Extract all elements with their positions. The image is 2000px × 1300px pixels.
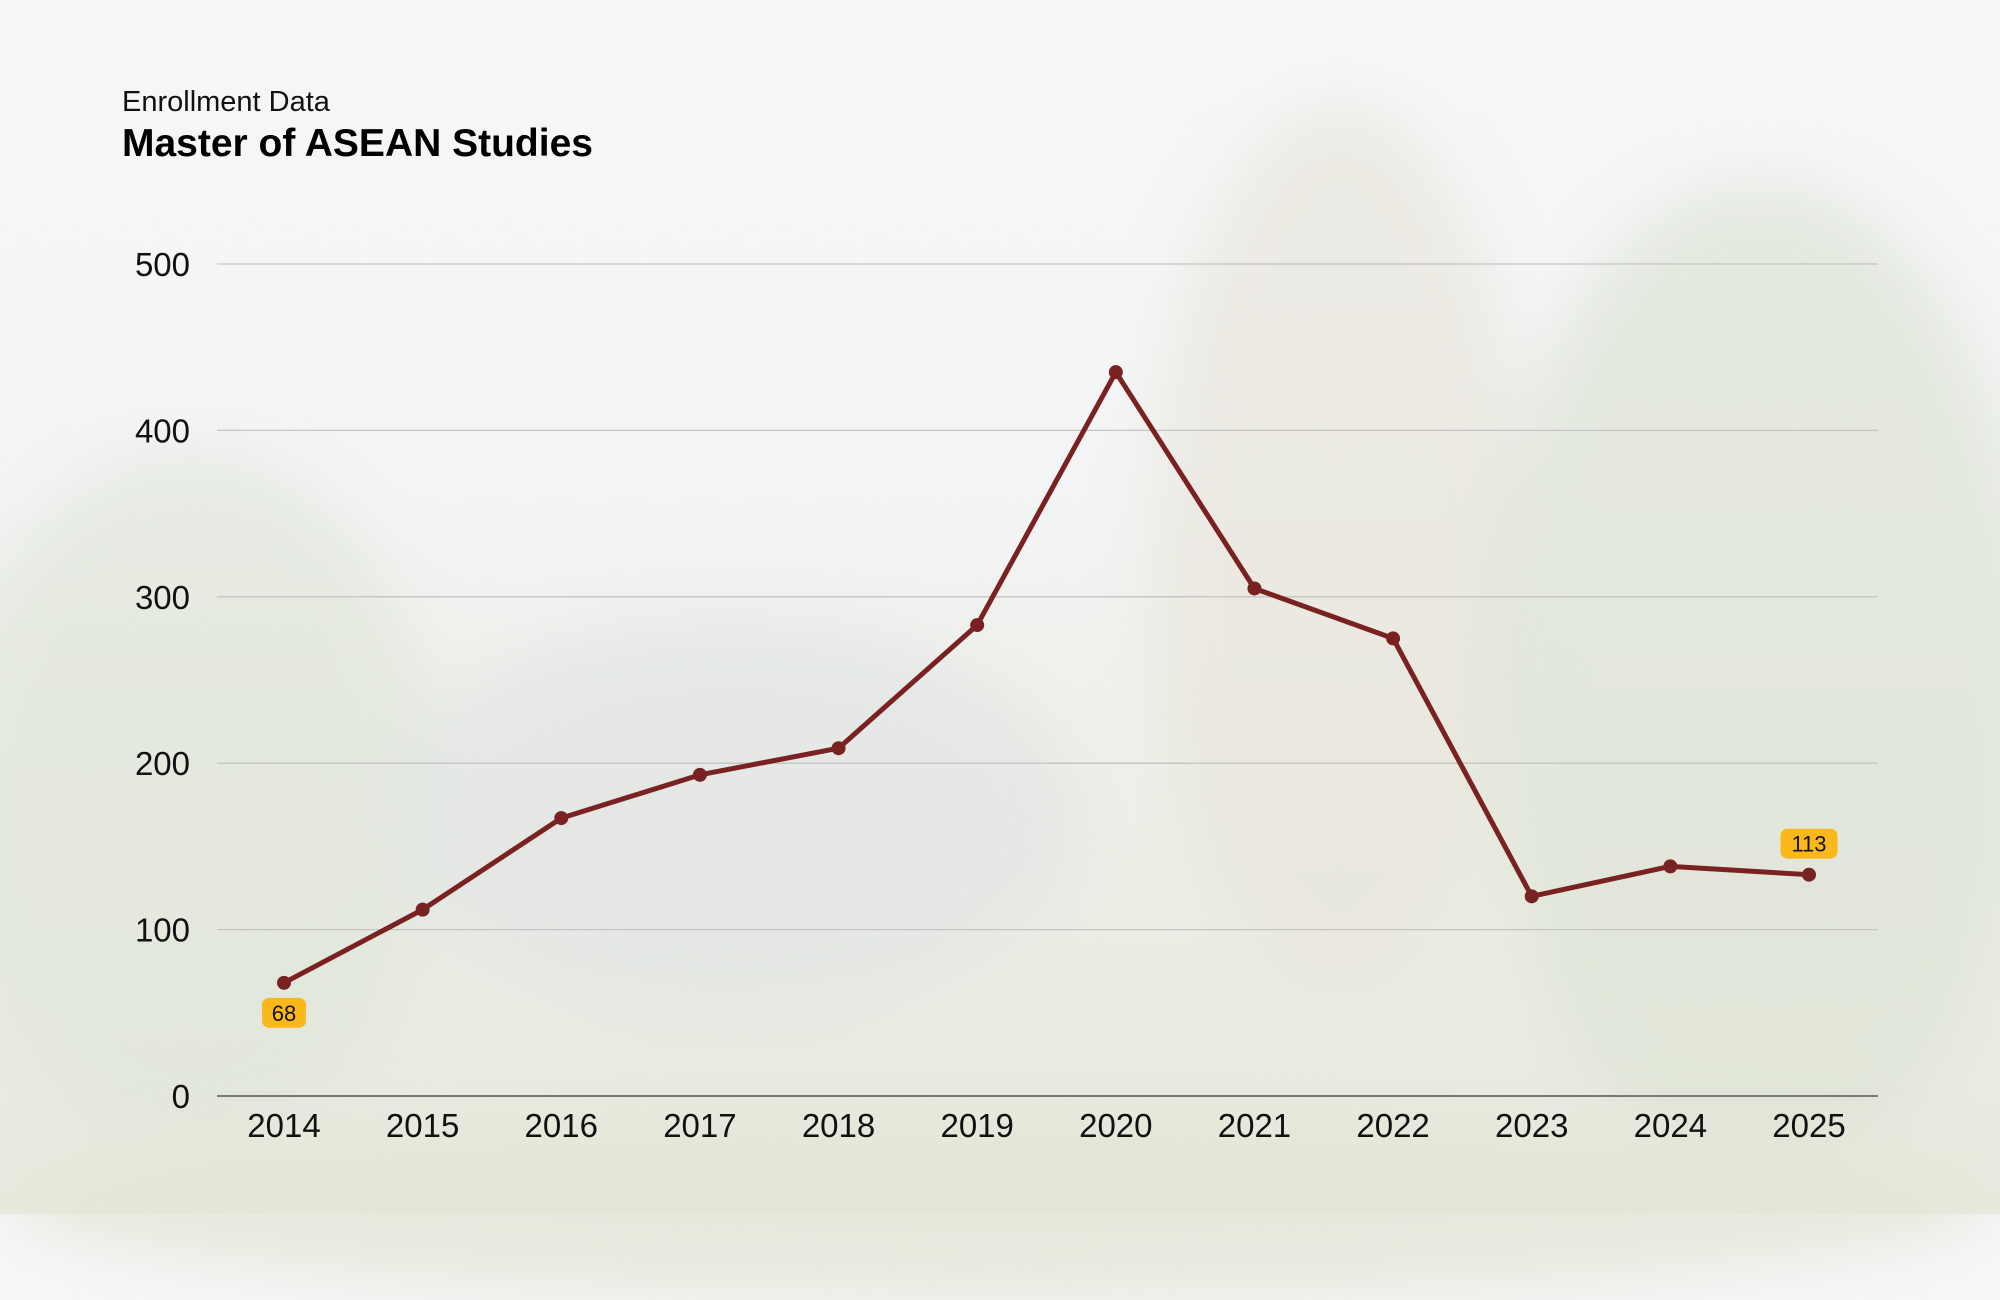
y-tick-label: 0: [172, 1078, 190, 1115]
x-tick-label: 2021: [1218, 1107, 1291, 1144]
data-label-badge: [1780, 828, 1838, 859]
x-tick-label: 2018: [802, 1107, 875, 1144]
data-label: 113: [1791, 832, 1826, 857]
data-point: [1247, 581, 1262, 596]
line-chart: 0 100 200 300 400 500 2014 2015 2016 2017 2018 2019…: [135, 246, 1878, 1144]
data-point: [1802, 867, 1816, 882]
series-line: [282, 369, 1810, 986]
data-point: [831, 741, 846, 756]
background-trees-left: [0, 450, 440, 1150]
background-trees-right: [1480, 180, 2000, 1180]
x-tick-label: 2015: [386, 1107, 459, 1144]
background-building: [380, 620, 1080, 1020]
x-tick-label: 2017: [663, 1107, 736, 1144]
y-tick-label: 100: [135, 912, 190, 949]
x-tick-label: 2019: [940, 1107, 1013, 1144]
x-tick-label: 2025: [1772, 1107, 1845, 1144]
data-label: 68: [272, 1001, 296, 1026]
x-tick-label: 2016: [525, 1107, 598, 1144]
y-tick-label: 500: [135, 246, 190, 283]
data-label-badge: [262, 997, 306, 1028]
data-point: [1663, 859, 1678, 874]
data-point: [1524, 889, 1539, 904]
data-point: [1108, 365, 1123, 380]
data-point: [970, 618, 985, 633]
data-point: [554, 811, 569, 826]
chart-title: Master of ASEAN Studies: [122, 122, 593, 165]
y-tick-label: 200: [135, 745, 190, 782]
y-tick-label: 300: [135, 579, 190, 616]
background-statue: [1150, 100, 1530, 1000]
x-tick-label: 2023: [1495, 1107, 1568, 1144]
y-tick-label: 400: [135, 412, 190, 449]
x-tick-label: 2020: [1079, 1107, 1152, 1144]
x-tick-label: 2022: [1356, 1107, 1429, 1144]
data-point: [692, 767, 707, 782]
x-tick-label: 2024: [1634, 1107, 1707, 1144]
data-point: [415, 902, 430, 917]
x-tick-label: 2014: [247, 1107, 320, 1144]
chart-subtitle: Enrollment Data: [122, 86, 330, 118]
data-point: [277, 975, 291, 990]
data-point: [1386, 631, 1401, 646]
